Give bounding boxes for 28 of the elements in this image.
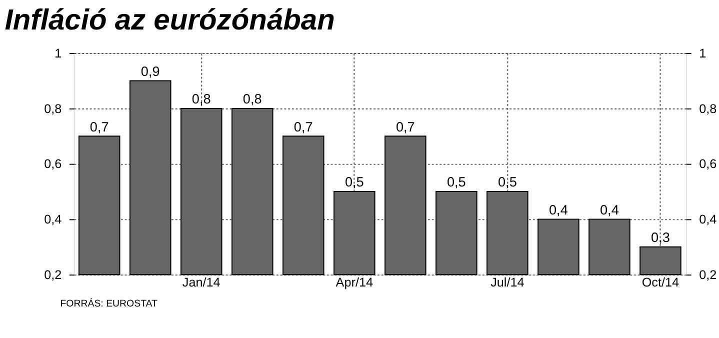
data-label: 0,3 xyxy=(651,230,670,246)
data-label: 0,5 xyxy=(446,174,466,190)
y2-tick-label: 0,8 xyxy=(699,102,717,116)
y2-tick-label: 0,6 xyxy=(699,157,717,172)
y2-tick-label: 0,2 xyxy=(699,268,717,282)
y-tick-label: 1 xyxy=(54,46,62,60)
y-tick-label: 0,2 xyxy=(44,268,62,282)
y-tick-label: 0,8 xyxy=(44,102,62,116)
x-tick-label: Oct/14 xyxy=(642,276,680,290)
x-tick-label: Jan/14 xyxy=(182,276,220,290)
data-label: 0,4 xyxy=(600,202,620,218)
y-tick-label: 0,4 xyxy=(44,212,62,227)
x-tick-label: Jul/14 xyxy=(490,276,524,290)
data-label: 0,8 xyxy=(242,92,262,107)
x-tick-label: Apr/14 xyxy=(336,276,373,290)
data-label: 0,5 xyxy=(498,174,517,190)
y-tick-label: 0,6 xyxy=(44,157,62,172)
y2-tick-label: 1 xyxy=(699,46,706,60)
text: FORRÁS: EUROSTAT xyxy=(60,298,158,310)
data-label: 0,9 xyxy=(140,64,160,79)
data-label: 0,4 xyxy=(548,202,568,218)
data-label: 0,7 xyxy=(90,119,109,134)
data-label: 0,8 xyxy=(192,92,211,107)
chart-title: Infláció az eurózónában xyxy=(4,4,335,37)
data-label: 0,7 xyxy=(294,119,313,134)
data-label: 0,7 xyxy=(396,119,415,134)
y2-tick-label: 0,4 xyxy=(699,212,717,227)
data-label: 0,5 xyxy=(344,174,364,190)
